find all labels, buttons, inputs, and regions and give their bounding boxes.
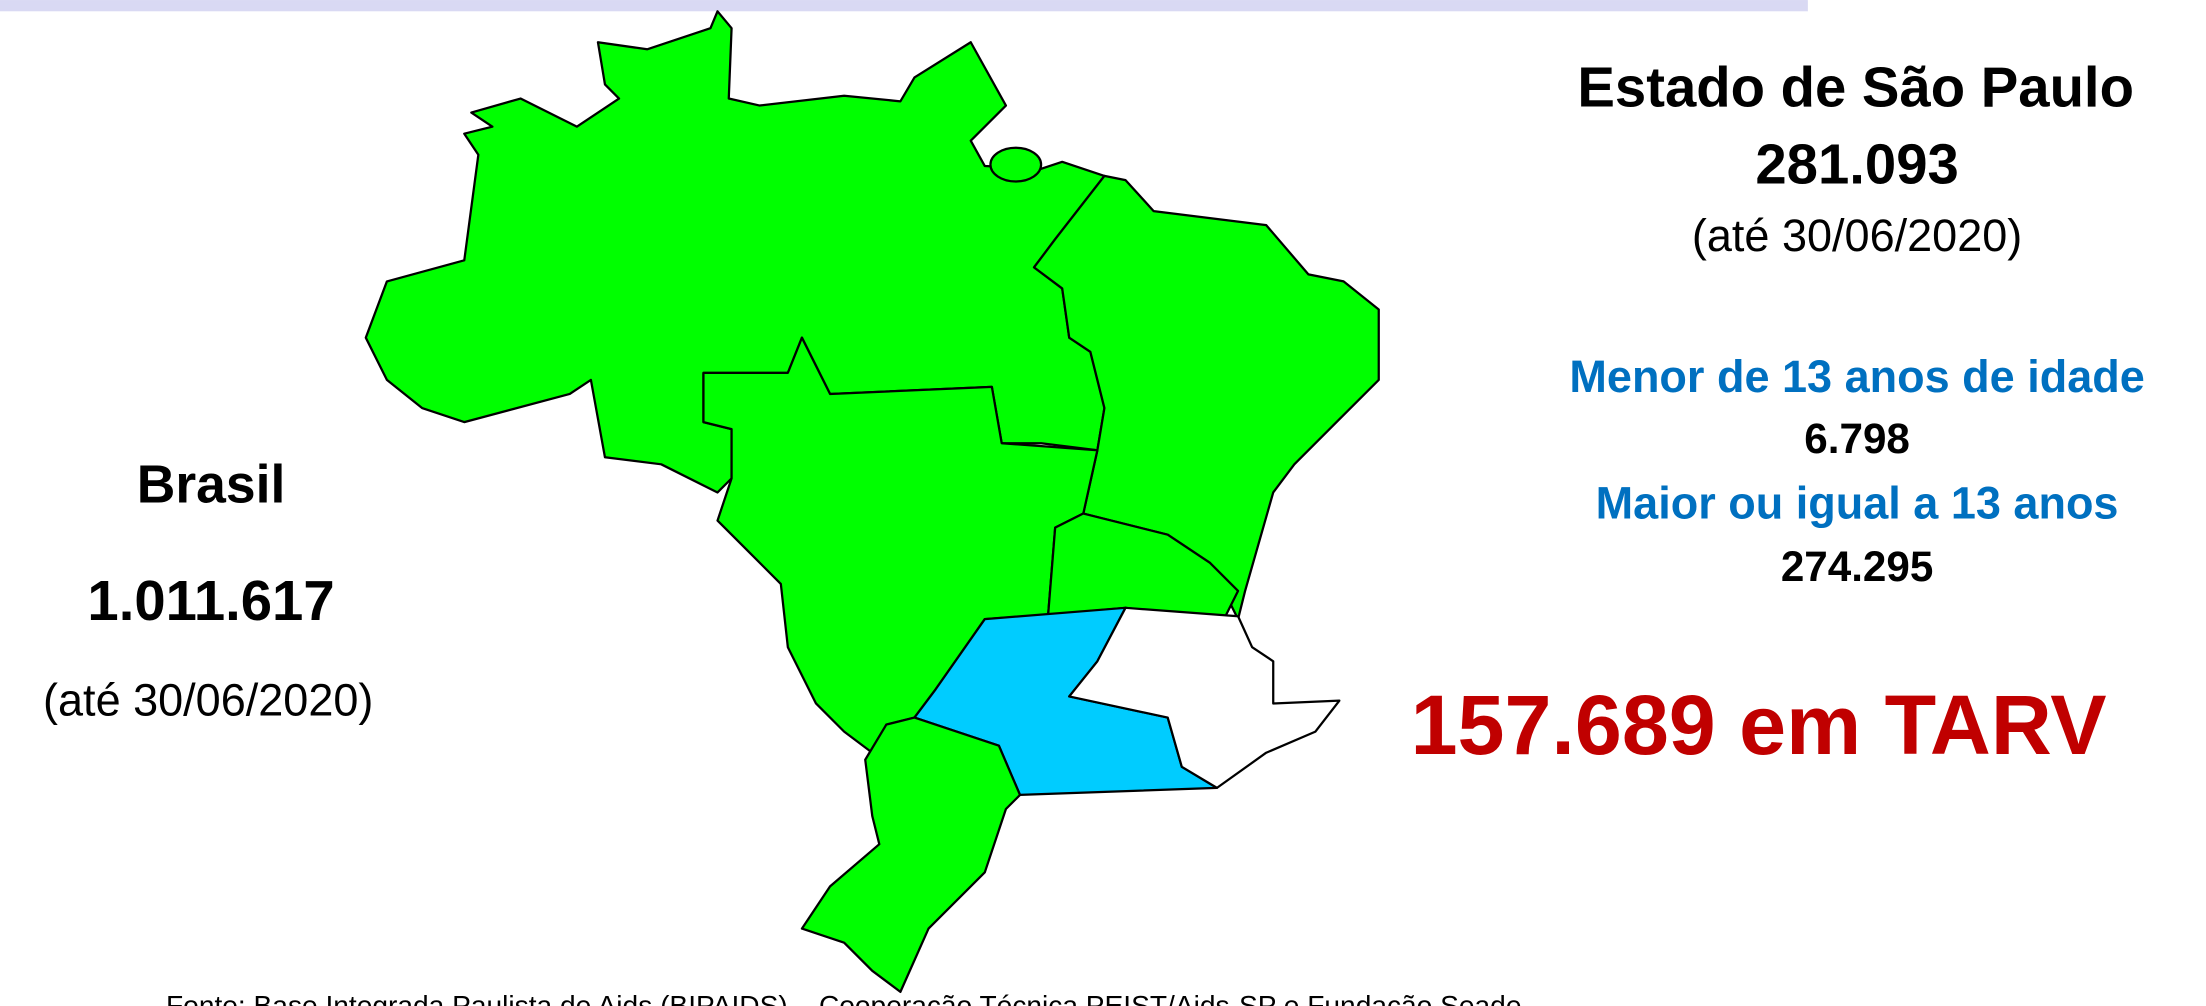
- sp-total: 281.093: [1755, 133, 1958, 196]
- sp-date: (até 30/06/2020): [1692, 210, 2022, 261]
- source: Fonte: Base Integrada Paulista de Aids (…: [166, 990, 1521, 1006]
- sp-title: Estado de São Paulo: [1577, 55, 2134, 118]
- island: [989, 146, 1043, 183]
- region-south: [800, 716, 1022, 994]
- brasil-date: (até 30/06/2020): [43, 674, 373, 725]
- group-value: 274.295: [1781, 543, 1934, 590]
- group-value: 6.798: [1804, 415, 1910, 462]
- region-northeast: [1032, 174, 1380, 621]
- group-label: Maior ou igual a 13 anos: [1596, 477, 2119, 528]
- brasil-total: 1.011.617: [87, 569, 334, 632]
- tarv: 157.689 em TARV: [1411, 678, 2107, 772]
- region-white: [1068, 606, 1341, 790]
- group-label: Menor de 13 anos de idade: [1569, 351, 2144, 402]
- brasil-label: Brasil: [137, 455, 286, 514]
- brazil-map: [364, 10, 1380, 994]
- top-bar: [0, 0, 1808, 12]
